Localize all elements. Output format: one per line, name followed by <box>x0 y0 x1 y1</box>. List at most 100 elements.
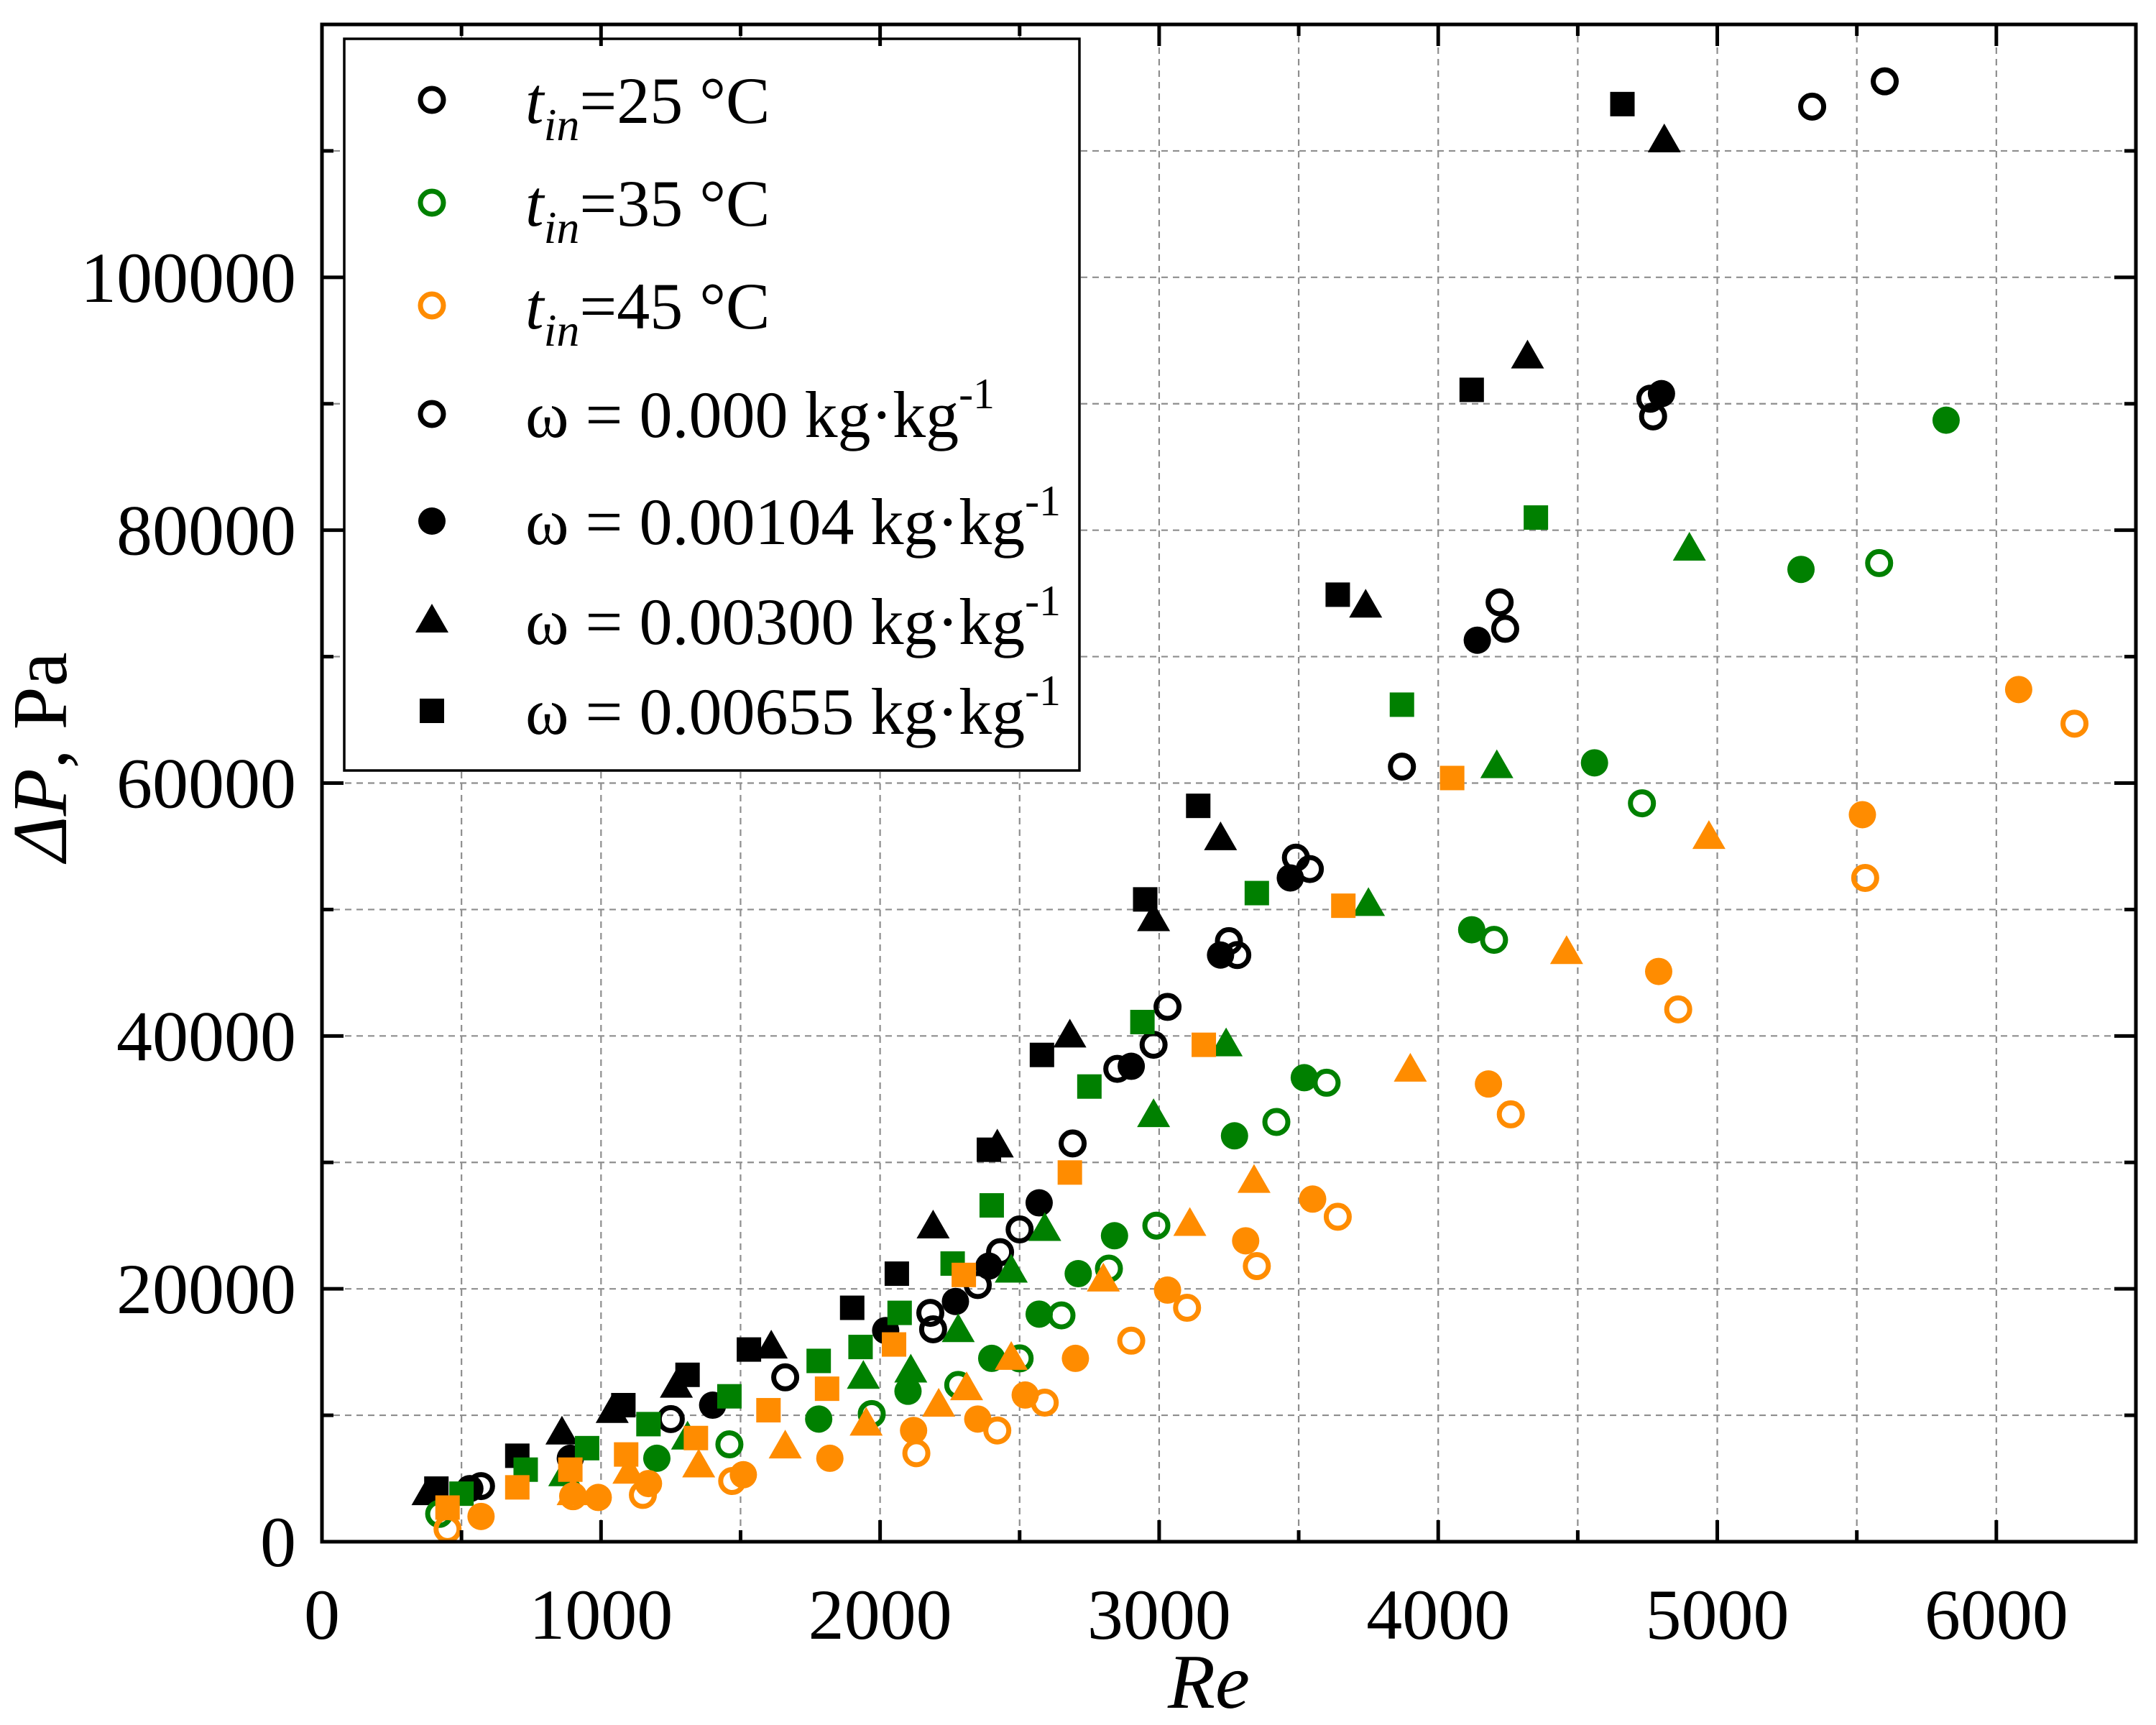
data-point-filled-circle <box>805 1405 833 1433</box>
data-point-filled-square <box>1057 1160 1082 1185</box>
legend-marker-filled-square <box>420 699 444 723</box>
data-point-filled-square <box>1244 880 1269 906</box>
legend-omega-text: ω = 0.00300 kg·kg <box>525 585 1025 658</box>
data-point-filled-circle <box>1220 1122 1248 1150</box>
data-point-filled-square <box>505 1475 530 1500</box>
legend-markers <box>415 86 448 723</box>
data-point-open-circle <box>1865 548 1894 577</box>
data-point-open-circle <box>1262 1108 1291 1136</box>
data-point-filled-circle <box>729 1460 757 1489</box>
legend-symbol: t <box>525 270 545 343</box>
data-point-filled-triangle <box>612 1455 646 1484</box>
data-point-filled-square <box>1331 893 1356 919</box>
data-point-filled-square <box>1610 91 1635 116</box>
data-point-filled-square <box>887 1300 912 1325</box>
legend-omega-text: ω = 0.000 kg·kg <box>525 378 959 451</box>
data-points <box>411 67 2089 1543</box>
data-point-open-circle <box>2060 709 2089 738</box>
data-point-filled-triangle <box>682 1448 716 1478</box>
data-point-filled-triangle <box>1349 589 1383 618</box>
data-point-filled-circle <box>1276 864 1304 892</box>
data-point-filled-triangle <box>755 1330 788 1359</box>
x-tick-label: 5000 <box>1646 1575 1789 1655</box>
data-point-filled-triangle <box>1173 1207 1207 1236</box>
legend-omega-exponent: -1 <box>959 370 995 418</box>
data-point-filled-triangle <box>894 1353 928 1383</box>
data-point-filled-circle <box>1848 801 1876 829</box>
data-point-filled-square <box>636 1412 661 1437</box>
data-point-open-circle <box>983 1416 1012 1445</box>
data-point-filled-circle <box>1475 1070 1503 1098</box>
data-point-open-circle <box>771 1363 800 1392</box>
data-point-filled-circle <box>1118 1052 1146 1080</box>
x-tick-label: 3000 <box>1087 1575 1231 1655</box>
legend-marker-open-circle <box>418 188 446 217</box>
data-point-filled-triangle <box>1692 820 1726 850</box>
data-point-filled-triangle <box>922 1388 956 1417</box>
legend-marker-open-circle <box>418 291 446 320</box>
data-point-filled-circle <box>1100 1222 1128 1250</box>
data-point-open-circle <box>1491 615 1519 643</box>
data-point-filled-square <box>1192 1032 1217 1057</box>
data-point-open-circle <box>1243 1252 1271 1281</box>
data-point-filled-circle <box>816 1444 844 1472</box>
data-point-filled-triangle <box>1352 887 1386 916</box>
data-point-filled-square <box>1325 582 1350 607</box>
legend-value: =45 °C <box>579 270 770 343</box>
data-point-filled-square <box>806 1348 831 1374</box>
data-point-filled-circle <box>1299 1185 1327 1213</box>
data-point-open-circle <box>1628 789 1657 818</box>
y-axis-label-symbol: ΔP <box>0 768 83 864</box>
data-point-filled-circle <box>964 1405 992 1433</box>
legend-label-omega-00104: ω = 0.00104 kg·kg-1 <box>525 477 1061 558</box>
legend-omega-text: ω = 0.00655 kg·kg <box>525 675 1025 748</box>
data-point-open-circle <box>1664 995 1692 1024</box>
data-point-filled-triangle <box>1053 1018 1087 1048</box>
y-axis-label: ΔP, Pa <box>0 652 83 864</box>
data-point-filled-circle <box>2004 676 2032 704</box>
data-point-filled-square <box>717 1384 742 1409</box>
data-point-open-circle <box>1323 1202 1352 1231</box>
data-point-open-circle <box>1485 588 1514 617</box>
data-point-filled-circle <box>1290 1064 1318 1092</box>
y-tick-label: 0 <box>260 1502 296 1582</box>
data-point-filled-square <box>611 1393 636 1418</box>
data-point-open-circle <box>1851 863 1879 892</box>
legend-symbol: t <box>525 64 545 137</box>
data-point-filled-triangle <box>1511 339 1544 369</box>
legend-label-omega-00655: ω = 0.00655 kg·kg-1 <box>525 667 1061 748</box>
data-point-filled-square <box>882 1332 907 1357</box>
data-point-filled-triangle <box>849 1407 883 1436</box>
data-point-open-circle <box>1153 993 1182 1021</box>
data-point-filled-square <box>675 1362 700 1387</box>
data-point-filled-circle <box>1064 1260 1092 1288</box>
data-point-open-circle <box>1059 1129 1087 1158</box>
y-tick-label: 40000 <box>116 996 296 1076</box>
data-point-filled-circle <box>1463 626 1491 654</box>
tick-labels: 0 1000 2000 3000 4000 5000 6000020000400006000… <box>80 238 2068 1655</box>
x-tick-label: 2000 <box>808 1575 952 1655</box>
data-point-open-circle <box>1480 926 1508 954</box>
legend-symbol: t <box>525 167 545 240</box>
data-point-filled-square <box>884 1261 909 1287</box>
data-point-filled-square <box>952 1262 977 1287</box>
data-point-filled-triangle <box>1204 821 1238 850</box>
axis-ticks <box>320 22 2138 1544</box>
data-point-open-circle <box>1005 1215 1034 1243</box>
data-point-open-circle <box>1388 753 1416 781</box>
data-point-open-circle <box>715 1430 744 1459</box>
data-point-filled-square <box>979 1193 1004 1218</box>
data-point-filled-square <box>737 1337 762 1362</box>
y-tick-label: 60000 <box>116 744 296 824</box>
data-point-filled-triangle <box>995 1254 1028 1283</box>
data-point-filled-square <box>574 1435 599 1460</box>
legend-label-t-in-35: tin=35 °C <box>525 167 770 253</box>
legend-omega-text: ω = 0.00104 kg·kg <box>525 485 1025 558</box>
legend-value: =35 °C <box>579 167 770 240</box>
data-point-open-circle <box>916 1299 945 1328</box>
data-point-filled-triangle <box>995 1340 1028 1370</box>
legend-subscript: in <box>544 202 580 253</box>
data-point-filled-circle <box>975 1252 1003 1280</box>
legend-label-omega-0: ω = 0.000 kg·kg-1 <box>525 370 995 451</box>
